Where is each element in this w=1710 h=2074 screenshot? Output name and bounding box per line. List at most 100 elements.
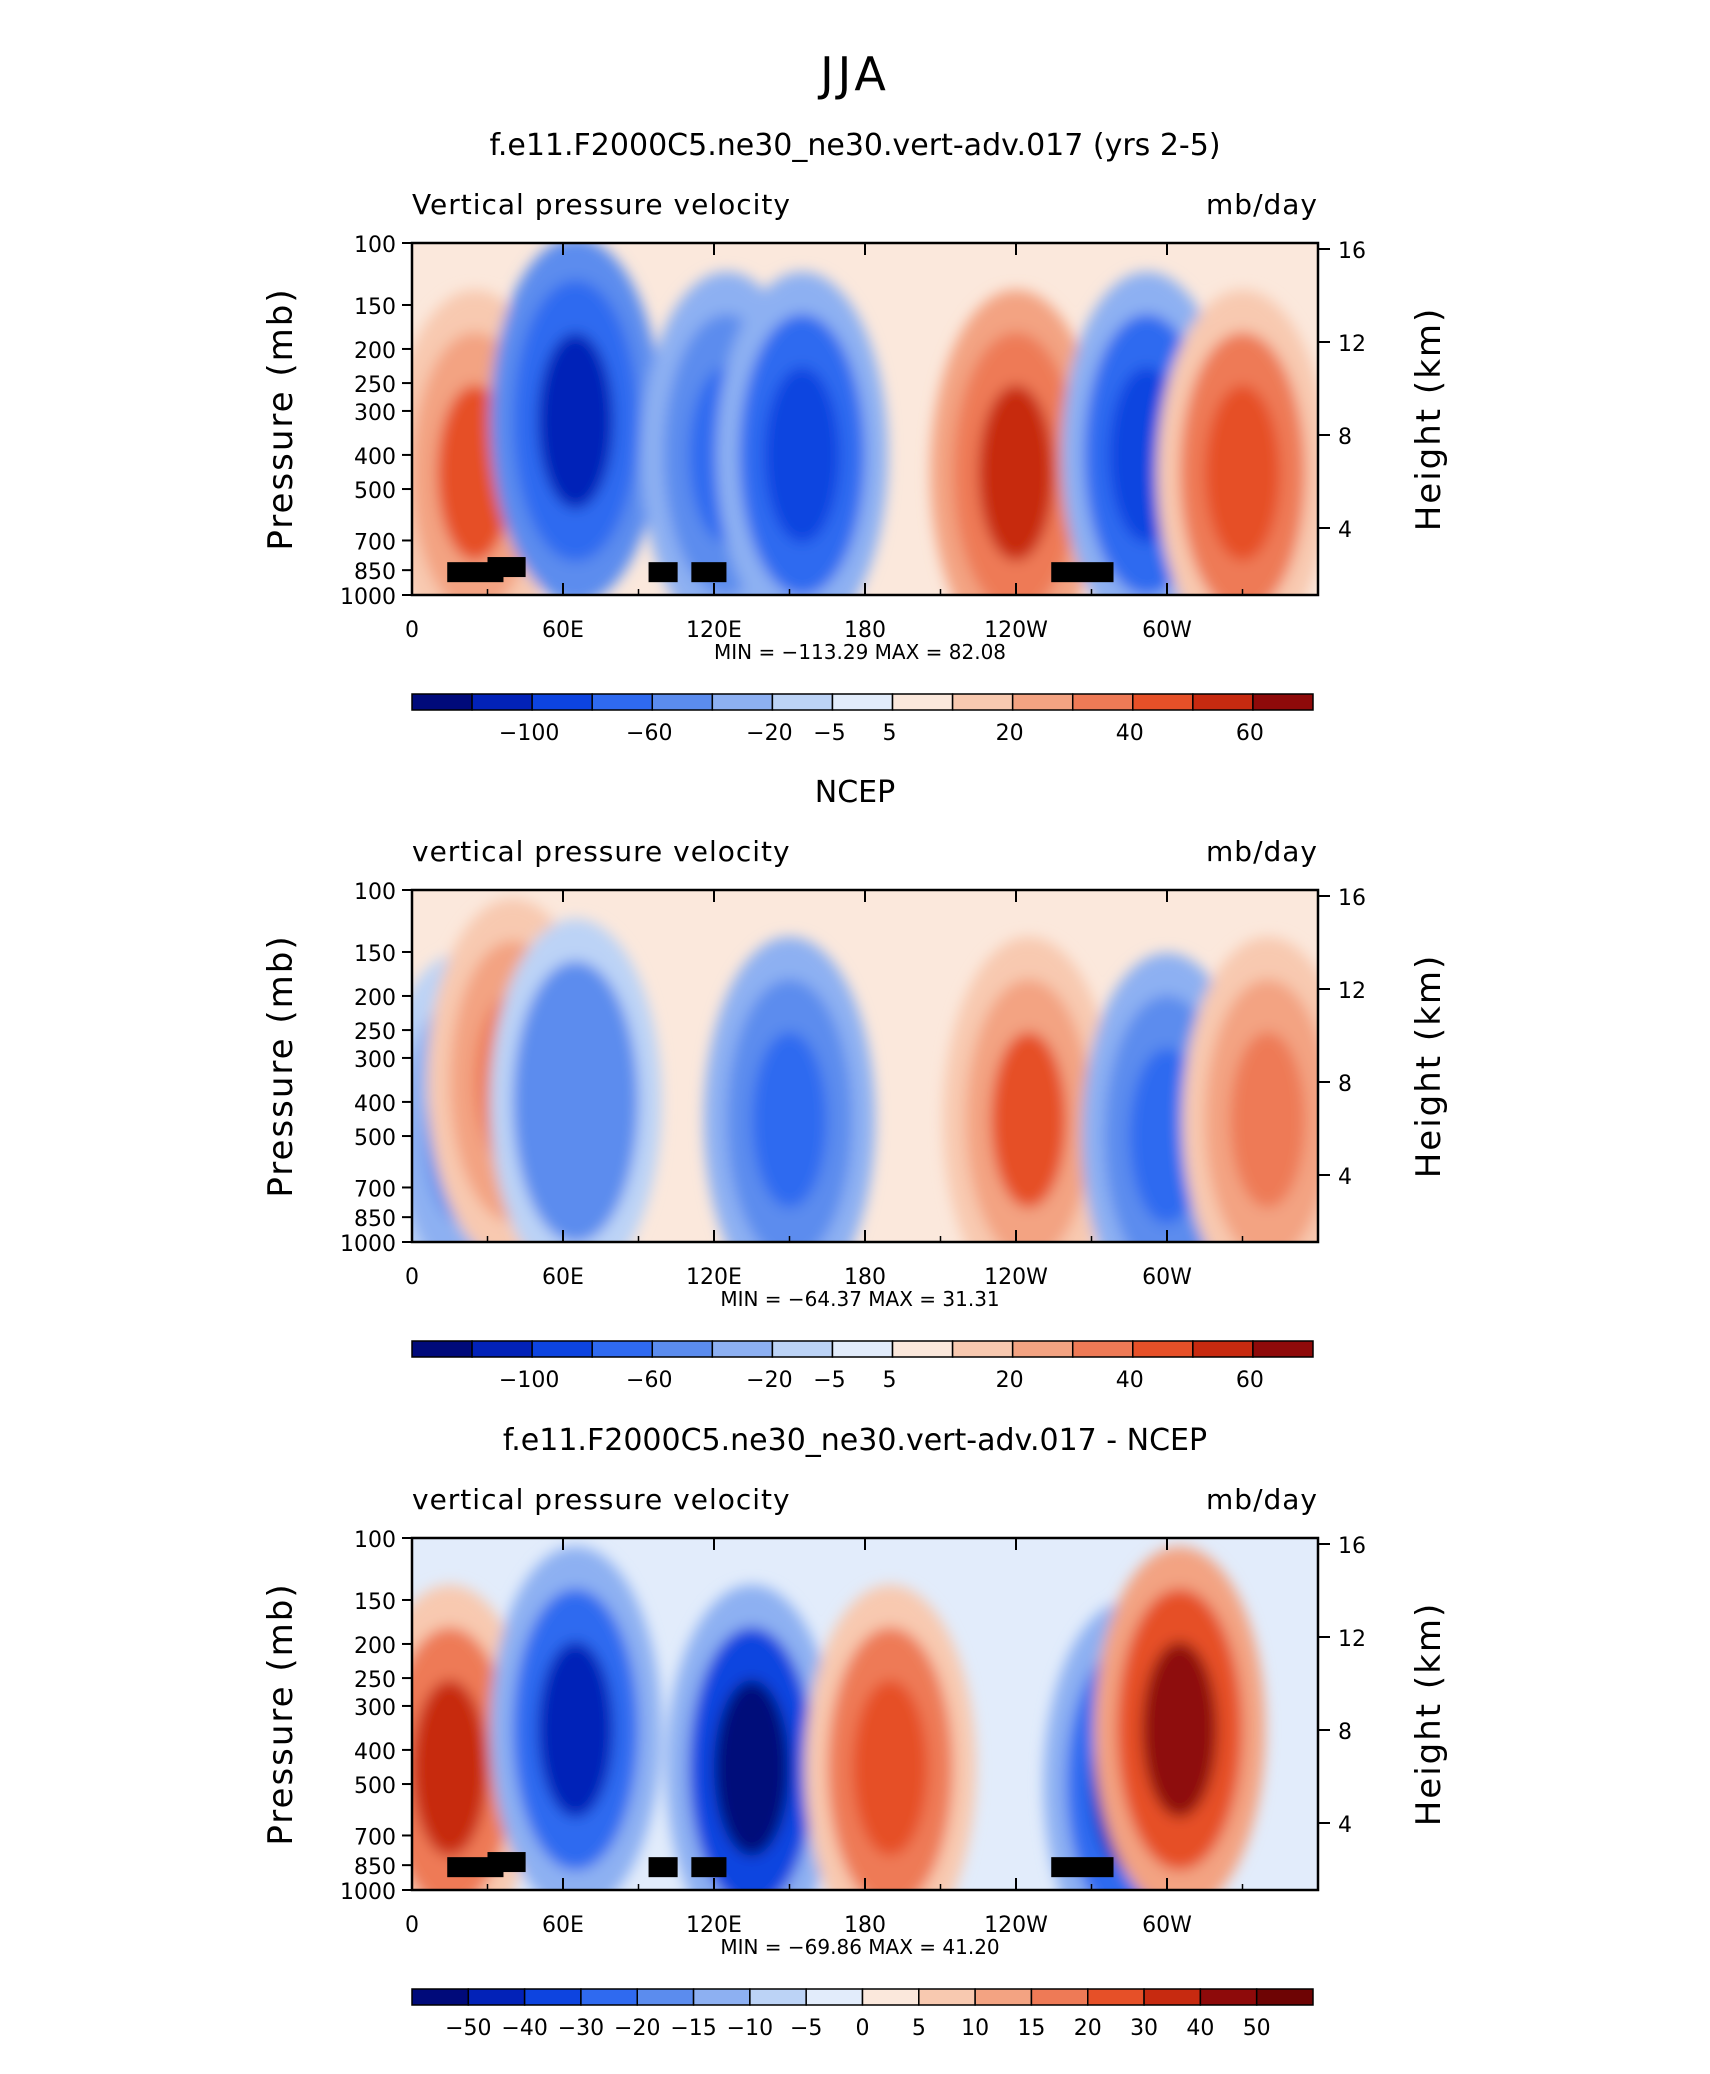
field-shading	[412, 243, 1318, 595]
colorbar-swatch	[531, 693, 593, 711]
y-axis-title: Pressure (mb)	[261, 934, 301, 1197]
field	[412, 1538, 1318, 1890]
colorbar-label: −20	[614, 2016, 660, 2041]
colorbar-label: −10	[727, 2016, 773, 2041]
topography-mask	[1051, 1857, 1114, 1878]
pressure-tick-label: 150	[354, 295, 396, 320]
colorbar-swatch	[974, 1988, 1033, 2006]
x-tick-label: 120E	[686, 1265, 742, 1290]
colorbar-swatch	[651, 1340, 714, 1358]
colorbar-swatch	[831, 693, 894, 711]
colorbar-label: −5	[790, 2016, 822, 2041]
topography-mask	[1051, 562, 1114, 583]
colorbar-swatch	[861, 1988, 920, 2006]
field-cell	[1141, 1641, 1218, 1818]
height-tick-label: 12	[1338, 332, 1366, 357]
field	[412, 243, 1318, 595]
pressure-tick-label: 700	[354, 530, 396, 555]
y-axis-title: Pressure (mb)	[261, 1582, 301, 1845]
panel-title: NCEP	[815, 775, 895, 810]
y-axis-title-right: Height (km)	[1409, 954, 1449, 1179]
x-tick-label: 60W	[1142, 1265, 1192, 1290]
field-cell	[1204, 384, 1281, 561]
height-tick-label: 12	[1338, 1627, 1366, 1652]
pressure-tick-label: 500	[354, 479, 396, 504]
colorbar-swatch	[951, 693, 1014, 711]
x-tick-label: 0	[405, 1913, 419, 1938]
pressure-tick-label: 200	[354, 339, 396, 364]
pressure-tick-label: 400	[354, 1092, 396, 1117]
colorbar-swatch	[1087, 1988, 1145, 2006]
x-tick-label: 120E	[686, 618, 742, 643]
colorbar-swatch	[918, 1988, 976, 2006]
colorbar-label: −30	[558, 2016, 604, 2041]
x-tick-label: 180	[844, 1913, 886, 1938]
x-tick-label: 0	[405, 1265, 419, 1290]
colorbar-label: −50	[445, 2016, 491, 2041]
y-axis-title: Pressure (mb)	[261, 287, 301, 550]
colorbar-swatch	[411, 1988, 470, 2006]
colorbar-label: −5	[813, 721, 845, 746]
colorbar-swatch	[1071, 1340, 1134, 1358]
topography-mask	[487, 1852, 526, 1873]
field-cell	[537, 332, 614, 509]
topography-mask	[691, 1857, 727, 1878]
min-max-label: MIN = −69.86 MAX = 41.20	[720, 1935, 999, 1959]
height-tick-label: 4	[1338, 518, 1352, 543]
colorbar-label: −40	[501, 2016, 547, 2041]
colorbar-swatch	[1252, 1340, 1314, 1358]
colorbar-swatch	[1030, 1988, 1089, 2006]
x-tick-label: 60E	[542, 1913, 584, 1938]
colorbar-label: 20	[996, 1368, 1024, 1393]
field-cell	[537, 1641, 614, 1818]
units-label: mb/day	[1206, 1483, 1318, 1516]
colorbar-swatch	[471, 693, 533, 711]
pressure-tick-label: 500	[354, 1126, 396, 1151]
colorbar-swatch	[467, 1988, 526, 2006]
x-tick-label: 120W	[984, 618, 1048, 643]
colorbar-label: −15	[670, 2016, 716, 2041]
pressure-tick-label: 850	[354, 1207, 396, 1232]
pressure-tick-label: 1000	[340, 1880, 396, 1905]
colorbar-swatch	[692, 1988, 751, 2006]
pressure-tick-label: 150	[354, 942, 396, 967]
colorbar-swatch	[1255, 1988, 1314, 2006]
left-label: vertical pressure velocity	[412, 1483, 791, 1516]
colorbar-swatch	[411, 693, 473, 711]
x-tick-label: 60W	[1142, 1913, 1192, 1938]
x-tick-label: 120W	[984, 1265, 1048, 1290]
pressure-tick-label: 100	[354, 1528, 396, 1553]
x-tick-label: 60W	[1142, 618, 1192, 643]
pressure-tick-label: 200	[354, 1634, 396, 1659]
x-tick-label: 60E	[542, 1265, 584, 1290]
height-tick-label: 16	[1338, 239, 1366, 264]
colorbar-swatch	[891, 1340, 954, 1358]
pressure-tick-label: 850	[354, 560, 396, 585]
colorbar-label: 40	[1116, 721, 1144, 746]
panel-title: f.e11.F2000C5.ne30_ne30.vert-adv.017 - N…	[503, 1423, 1207, 1458]
panel-ncep: NCEP vertical pressure velocity mb/day 100 1…	[261, 775, 1449, 1393]
y-axis-title-right: Height (km)	[1409, 1602, 1449, 1827]
field-cell	[714, 1679, 790, 1856]
colorbar-swatch	[580, 1988, 638, 2006]
colorbar-label: 5	[883, 721, 897, 746]
field-shading	[412, 1546, 1266, 1890]
height-tick-label: 8	[1338, 1072, 1352, 1097]
pressure-tick-label: 300	[354, 1048, 396, 1073]
colorbar-swatch	[749, 1988, 807, 2006]
pressure-tick-label: 250	[354, 1020, 396, 1045]
y-axis-title-right: Height (km)	[1409, 307, 1449, 532]
field-cell	[990, 1031, 1067, 1208]
colorbar-label: 20	[996, 721, 1024, 746]
colorbar-label: 40	[1186, 2016, 1214, 2041]
x-tick-label: 180	[844, 618, 886, 643]
pressure-tick-label: 300	[354, 401, 396, 426]
pressure-tick-label: 100	[354, 880, 396, 905]
pressure-tick-label: 400	[354, 1740, 396, 1765]
colorbar-swatch	[591, 693, 654, 711]
topography-mask	[691, 562, 727, 583]
colorbar-swatch	[771, 1340, 834, 1358]
colorbar-label: −100	[499, 721, 559, 746]
colorbar-swatch	[1252, 693, 1314, 711]
colorbar-swatch	[1011, 1340, 1074, 1358]
